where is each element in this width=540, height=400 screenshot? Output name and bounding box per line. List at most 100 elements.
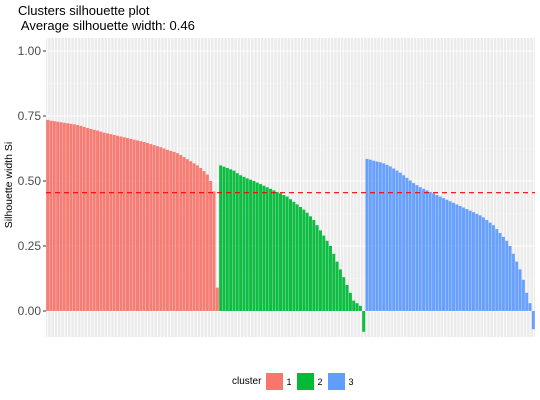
silhouette-bar-cluster-3 — [452, 202, 455, 311]
y-tick-label: 0.25 — [18, 239, 42, 253]
silhouette-bar-cluster-3 — [388, 166, 392, 311]
silhouette-bar-cluster-3 — [475, 213, 479, 311]
silhouette-bar-cluster-2 — [245, 178, 249, 311]
silhouette-bar-cluster-3 — [478, 215, 482, 311]
silhouette-bar-cluster-2 — [242, 176, 246, 311]
legend-key-1 — [266, 373, 284, 390]
silhouette-bar-cluster-1 — [139, 141, 143, 311]
silhouette-bar-cluster-3 — [491, 225, 495, 311]
silhouette-bar-cluster-2 — [262, 185, 266, 311]
legend-key-2 — [297, 373, 315, 390]
silhouette-bar-cluster-1 — [62, 122, 66, 311]
silhouette-bar-cluster-3 — [418, 187, 422, 311]
silhouette-bar-cluster-2 — [348, 292, 352, 311]
silhouette-bar-cluster-2 — [285, 196, 289, 311]
silhouette-bar-cluster-3 — [515, 261, 519, 311]
silhouette-bar-cluster-1 — [202, 171, 206, 311]
silhouette-bar-cluster-3 — [435, 195, 439, 311]
silhouette-bar-cluster-3 — [455, 204, 459, 311]
silhouette-bar-cluster-2 — [338, 269, 342, 311]
silhouette-bar-cluster-1 — [106, 133, 110, 311]
silhouette-bar-cluster-1 — [192, 163, 196, 311]
silhouette-bar-cluster-1 — [195, 165, 199, 311]
silhouette-bar-cluster-3 — [385, 164, 389, 311]
silhouette-bar-cluster-1 — [145, 143, 149, 311]
silhouette-bar-cluster-3 — [448, 201, 452, 311]
silhouette-bar-cluster-2 — [229, 169, 233, 311]
silhouette-bar-cluster-3 — [528, 303, 532, 311]
silhouette-bar-cluster-3 — [495, 229, 499, 311]
silhouette-bar-cluster-3 — [481, 217, 485, 311]
y-tick-label: 0.50 — [18, 174, 42, 188]
silhouette-bar-cluster-1 — [162, 148, 166, 311]
y-tick-label: 0.75 — [18, 109, 42, 123]
silhouette-bar-cluster-3 — [438, 196, 442, 311]
silhouette-bar-cluster-1 — [76, 125, 80, 311]
silhouette-bar-cluster-3 — [395, 170, 399, 311]
silhouette-bar-cluster-3 — [415, 185, 419, 311]
silhouette-bar-cluster-2 — [239, 175, 243, 311]
silhouette-bar-cluster-2 — [325, 240, 329, 311]
silhouette-bar-cluster-1 — [212, 191, 216, 311]
silhouette-bar-cluster-3 — [402, 175, 406, 311]
silhouette-bar-cluster-2 — [219, 165, 223, 311]
silhouette-bar-cluster-1 — [89, 129, 93, 311]
silhouette-bar-cluster-3 — [445, 199, 449, 311]
silhouette-bar-cluster-1 — [209, 181, 213, 311]
silhouette-bar-cluster-2 — [328, 246, 332, 311]
legend-label-2: 2 — [317, 376, 323, 387]
silhouette-bar-cluster-3 — [425, 190, 429, 311]
silhouette-bar-cluster-3 — [375, 161, 379, 311]
silhouette-bar-cluster-1 — [92, 129, 96, 311]
silhouette-bar-cluster-1 — [129, 138, 133, 311]
silhouette-bar-cluster-2 — [265, 187, 269, 311]
y-tick-label: 1.00 — [18, 44, 42, 58]
silhouette-bar-cluster-1 — [179, 155, 183, 311]
silhouette-bar-cluster-3 — [485, 220, 489, 311]
silhouette-bar-cluster-2 — [298, 207, 302, 311]
silhouette-bar-cluster-3 — [488, 222, 492, 311]
silhouette-bar-cluster-3 — [432, 193, 436, 311]
silhouette-bar-cluster-1 — [149, 144, 153, 311]
silhouette-bar-cluster-1 — [205, 174, 209, 311]
silhouette-bar-cluster-1 — [155, 146, 159, 311]
silhouette-bar-cluster-3 — [498, 233, 502, 311]
silhouette-bar-cluster-2 — [322, 235, 326, 311]
silhouette-bar-cluster-1 — [72, 124, 76, 311]
silhouette-bar-cluster-1 — [126, 138, 129, 311]
silhouette-bar-cluster-3 — [471, 212, 475, 311]
silhouette-bar-cluster-3 — [372, 160, 376, 311]
legend-label-3: 3 — [348, 376, 354, 387]
y-tick-label: 0.00 — [18, 304, 42, 318]
silhouette-bar-cluster-1 — [159, 147, 163, 311]
silhouette-bar-cluster-1 — [116, 135, 120, 311]
silhouette-bar-cluster-3 — [505, 240, 509, 311]
silhouette-bar-cluster-2 — [225, 168, 229, 311]
silhouette-bar-cluster-2 — [305, 212, 309, 311]
silhouette-bar-cluster-2 — [342, 277, 346, 311]
silhouette-bar-cluster-1 — [59, 122, 63, 312]
silhouette-bar-cluster-2 — [272, 190, 276, 311]
silhouette-bar-cluster-1 — [46, 119, 50, 312]
silhouette-bar-cluster-2 — [315, 225, 319, 311]
silhouette-bar-cluster-1 — [109, 134, 113, 311]
silhouette-bar-cluster-2 — [282, 195, 286, 311]
silhouette-bar-cluster-2 — [335, 261, 339, 311]
silhouette-bar-cluster-2 — [232, 170, 236, 311]
silhouette-bar-cluster-1 — [96, 130, 100, 311]
silhouette-bar-cluster-2 — [292, 201, 296, 311]
silhouette-bar-cluster-1 — [182, 157, 186, 311]
silhouette-bar-cluster-1 — [185, 159, 189, 311]
silhouette-bar-cluster-2 — [318, 230, 322, 311]
silhouette-bar-cluster-1 — [82, 126, 86, 311]
silhouette-bar-cluster-1 — [165, 149, 169, 311]
silhouette-bar-cluster-1 — [69, 123, 73, 311]
silhouette-bar-cluster-1 — [122, 137, 126, 311]
silhouette-bar-cluster-1 — [99, 131, 103, 311]
silhouette-bar-cluster-2 — [289, 199, 292, 311]
silhouette-bar-cluster-1 — [135, 140, 139, 311]
silhouette-bar-cluster-2 — [222, 166, 226, 311]
silhouette-bar-cluster-3 — [458, 205, 462, 311]
silhouette-bar-cluster-2 — [312, 220, 316, 311]
silhouette-bar-cluster-2 — [269, 188, 273, 311]
